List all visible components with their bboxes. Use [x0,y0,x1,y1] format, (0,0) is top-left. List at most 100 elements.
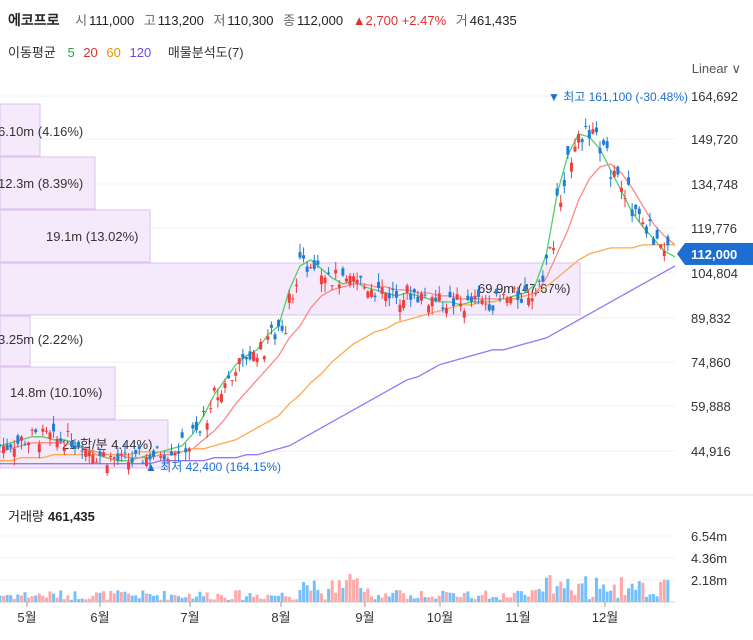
volume-bar [9,595,13,602]
volume-bar [16,594,20,602]
volume-bar [494,597,498,602]
candle-body [516,291,520,300]
volume-bar [498,599,502,602]
price-tick-label: 149,720 [691,132,738,147]
candle-body [502,294,506,296]
volume-bar [223,597,227,602]
moving-average-lines [0,133,676,465]
candle-body [559,202,563,207]
candle-body [394,291,398,298]
candle-body [327,272,331,274]
volume-bar [480,595,484,602]
candle-body [69,441,73,447]
candle-body [0,444,2,446]
candle-body [237,358,241,365]
candle-body [655,230,659,239]
candle-body [273,334,277,340]
candle-body [537,280,541,282]
volume-bar [455,596,459,602]
candle-body [312,260,316,269]
volume-bar [387,596,391,602]
candle-body [469,296,473,302]
candle-body [452,298,456,306]
candle-body [494,289,498,294]
candle-body [73,445,77,449]
volume-bar [655,596,659,602]
volume-profile-label: 3.25m (2.22%) [0,332,83,347]
volume-bar [369,596,373,602]
volume-bar [384,593,388,602]
volume-bar [402,593,406,602]
moving-average-legend[interactable]: 이동평균 5 20 60 120 매물분석도(7) [8,42,249,61]
candle-body [202,410,206,412]
volume-bar [359,588,363,602]
candle-body [291,298,295,300]
x-tick-label: 8월 [271,610,290,625]
scale-mode-button[interactable]: Linear ∨ [691,61,741,76]
volume-bar [548,575,552,602]
volume-bar [273,595,277,602]
candle-body [162,455,166,460]
volume-bar [298,590,302,602]
x-tick-label: 9월 [355,610,374,625]
volume-bar [409,595,413,602]
volume-bar [34,595,38,602]
candle-body [112,457,116,459]
candle-body [216,397,220,401]
volume-bar [605,591,609,602]
volume-bar [577,583,581,602]
x-tick-label: 12월 [592,610,618,625]
candle-body [16,435,20,444]
volume-bar [216,593,220,602]
candle-body [384,293,388,301]
volume-bar [330,580,334,602]
volume-profile-bar [0,209,151,263]
candle-body [480,299,484,305]
volume-bar [427,597,431,602]
volume-bar [666,580,670,602]
volume-bar [212,599,216,602]
volume-bar [155,595,159,602]
volume-bar [652,593,656,602]
candle-body [366,291,370,298]
price-tick-label: 89,832 [691,311,731,326]
volume-bar [137,598,141,602]
candle-body [109,455,113,458]
candle-body [259,341,263,350]
candle-body [44,430,48,432]
volume-bar [0,595,2,602]
volume-bar [309,590,313,602]
grid [0,95,753,603]
candle-body [523,285,527,290]
candle-body [180,432,184,438]
candle-body [577,133,581,143]
candle-body [5,444,9,450]
candle-body [598,147,602,154]
volume-bar [302,581,306,602]
candle-body [444,307,448,314]
volume-bar [77,599,81,602]
volume-bar [141,590,145,602]
x-tick-label: 7월 [180,610,199,625]
volume-bar [598,588,602,602]
volume-tick-label: 2.18m [691,573,727,588]
volume-bar [412,598,416,602]
volume-bar [659,581,663,602]
candle-body [105,465,109,474]
volume-bar [609,590,613,602]
ma-20-label: 20 [83,45,98,60]
close-label: 종 [283,13,296,28]
volume-bar [416,597,420,602]
volume-profile-bar [0,366,116,420]
volume-bar [262,598,266,602]
volume-bar [573,595,577,602]
volume-profile-toggle[interactable]: 매물분석도(7) [167,45,244,60]
candle-body [262,356,266,360]
volume-bar [355,578,359,602]
volume-bar [87,598,91,602]
low-label: 저 [213,13,226,28]
price-tick-label: 44,916 [691,444,731,459]
candle-body [412,289,416,293]
x-tick-label: 10월 [427,610,453,625]
